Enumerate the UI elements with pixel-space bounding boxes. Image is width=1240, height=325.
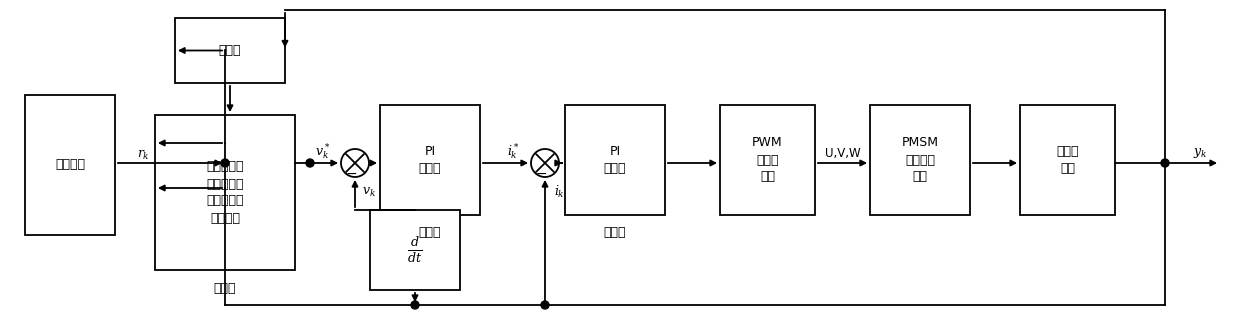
Circle shape — [341, 149, 370, 177]
Circle shape — [410, 301, 419, 309]
Text: PWM
功率驱
动器: PWM 功率驱 动器 — [753, 136, 782, 184]
Text: 存储器: 存储器 — [218, 44, 242, 57]
Bar — [565, 105, 665, 215]
Circle shape — [531, 149, 559, 177]
Text: $y_k$: $y_k$ — [1193, 146, 1208, 160]
Circle shape — [1161, 159, 1169, 167]
Text: $r_k$: $r_k$ — [136, 149, 149, 162]
Text: PI
控制器: PI 控制器 — [604, 145, 626, 175]
Bar — [720, 105, 815, 215]
Bar — [155, 115, 295, 270]
Bar — [379, 105, 480, 215]
Text: $\frac{d}{dt}$: $\frac{d}{dt}$ — [408, 235, 423, 265]
Bar — [25, 95, 115, 235]
Text: 光电编
码器: 光电编 码器 — [1056, 145, 1079, 175]
Text: 电流环: 电流环 — [604, 227, 626, 240]
Text: 基于反双曲
正弦吸引律
的双周期重
复控制器: 基于反双曲 正弦吸引律 的双周期重 复控制器 — [206, 161, 244, 225]
Text: PMSM
永磁同步
电机: PMSM 永磁同步 电机 — [901, 136, 939, 184]
Text: 给定模块: 给定模块 — [55, 159, 86, 172]
Text: $-$: $-$ — [534, 166, 547, 180]
Text: $i_k$: $i_k$ — [553, 184, 564, 200]
Text: $i_k^*$: $i_k^*$ — [507, 141, 520, 161]
Bar — [1021, 105, 1115, 215]
Circle shape — [221, 159, 229, 167]
Text: PI
控制器: PI 控制器 — [419, 145, 441, 175]
Bar — [370, 210, 460, 290]
Text: $v_k^*$: $v_k^*$ — [315, 141, 331, 161]
Circle shape — [306, 159, 314, 167]
Circle shape — [541, 301, 549, 309]
Bar — [870, 105, 970, 215]
Text: 速度环: 速度环 — [419, 227, 441, 240]
Text: U,V,W: U,V,W — [825, 147, 861, 160]
Text: $-$: $-$ — [345, 166, 357, 180]
Bar — [175, 18, 285, 83]
Text: 位置环: 位置环 — [213, 281, 237, 294]
Text: $v_k$: $v_k$ — [362, 186, 376, 199]
